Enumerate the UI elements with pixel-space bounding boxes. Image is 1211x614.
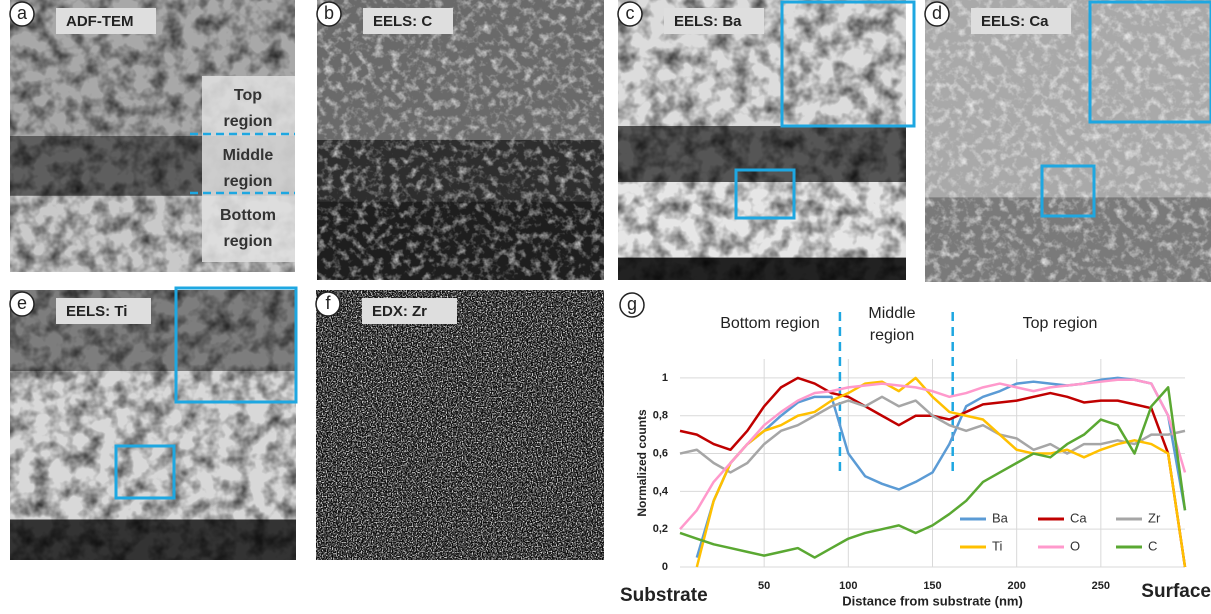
figure: ADF-TEM a Top region Middle region Bottom regio…: [0, 0, 1211, 609]
region-label: region: [224, 113, 273, 130]
micrograph-texture: [618, 0, 906, 280]
region-label: Bottom region: [720, 315, 820, 332]
image-panel: ADF-TEM a Top region Middle region Bottom regio…: [10, 0, 295, 272]
x-start-label: Substrate: [620, 585, 708, 606]
micrograph-texture: [317, 0, 604, 280]
legend-label: C: [1148, 538, 1157, 553]
region-label: Top region: [1023, 315, 1098, 332]
x-axis-title: Distance from substrate (nm): [842, 593, 1023, 608]
image-panel: EELS: Ti e: [10, 288, 296, 560]
x-tick-label: 150: [923, 580, 941, 592]
legend-label: O: [1070, 538, 1080, 553]
image-panel: EELS: Ca d: [925, 0, 1211, 282]
micrograph-texture: [10, 290, 296, 560]
panel-letter: a: [17, 3, 28, 23]
x-tick-label: 200: [1007, 580, 1025, 592]
y-axis-title: Normalized counts: [635, 409, 649, 517]
panel-title: EELS: Ti: [66, 303, 127, 320]
micrograph-texture: [316, 290, 604, 560]
region-label: Middle: [223, 147, 274, 164]
y-tick-label: 1: [662, 372, 668, 384]
x-tick-label: 250: [1092, 580, 1110, 592]
micrograph-texture: [925, 0, 1211, 282]
legend-label: Ca: [1070, 510, 1087, 525]
region-label: Top: [234, 87, 262, 104]
legend-label: Ba: [992, 510, 1009, 525]
panel-title: EELS: Ca: [981, 13, 1049, 30]
region-label: region: [224, 233, 273, 250]
panel-letter: e: [17, 293, 27, 313]
legend-label: Ti: [992, 538, 1002, 553]
region-label: region: [224, 173, 273, 190]
panel-letter: b: [324, 3, 334, 23]
panel-letter: g: [627, 294, 637, 314]
y-tick-label: 0,6: [653, 447, 668, 459]
panel-letter: c: [626, 3, 635, 23]
region-label: region: [870, 327, 914, 344]
y-tick-label: 0,8: [653, 410, 668, 422]
panel-title: EELS: Ba: [674, 13, 742, 30]
image-panels: ADF-TEM a Top region Middle region Bottom regio…: [10, 0, 1211, 560]
panel-title: EELS: C: [373, 13, 432, 30]
y-tick-label: 0,2: [653, 523, 668, 535]
y-tick-label: 0: [662, 561, 668, 573]
region-label: Bottom: [220, 207, 276, 224]
y-tick-label: 0,4: [653, 485, 669, 497]
image-panel: EELS: C b: [317, 0, 604, 280]
region-label: Middle: [868, 305, 915, 322]
x-end-label: Surface: [1141, 581, 1211, 602]
x-tick-label: 100: [839, 580, 857, 592]
image-panel: EELS: Ba c: [618, 0, 914, 280]
panel-title: ADF-TEM: [66, 13, 134, 30]
panel-letter: d: [932, 3, 942, 23]
series-line: [697, 378, 1185, 567]
legend-label: Zr: [1148, 510, 1161, 525]
x-tick-label: 50: [758, 580, 770, 592]
image-panel: EDX: Zrf: [316, 290, 604, 560]
panel-title: EDX: Zr: [372, 303, 427, 320]
